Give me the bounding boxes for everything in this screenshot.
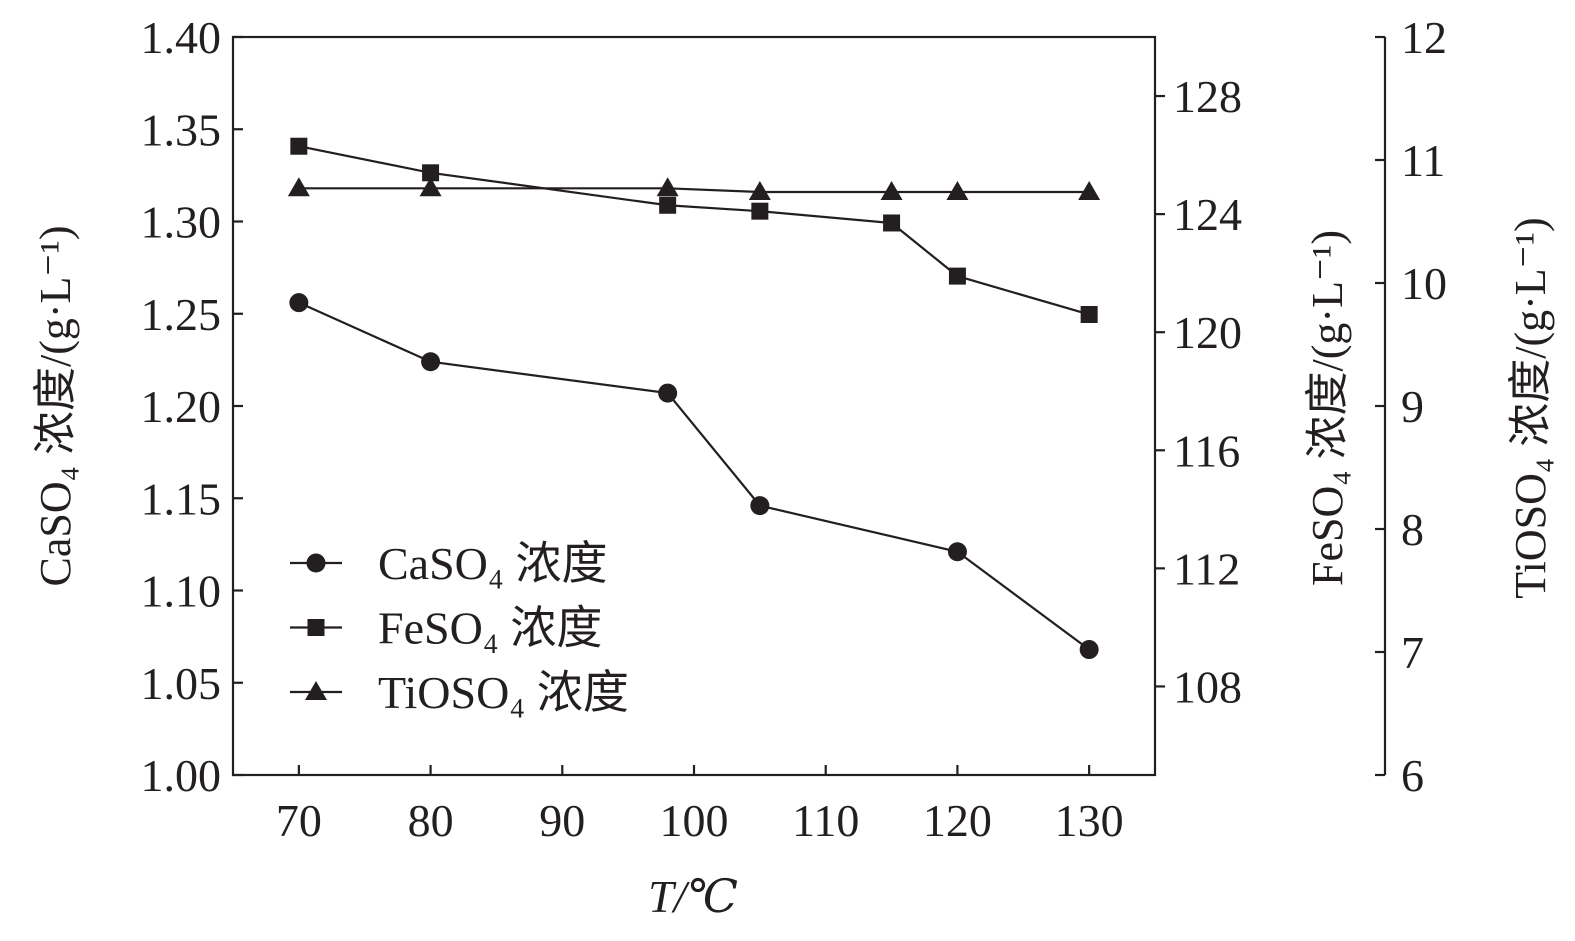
right2-tick-label: 6 [1401, 750, 1424, 801]
right2-tick-label: 9 [1401, 381, 1424, 432]
series-line [298, 187, 1090, 194]
left-tick-label: 1.35 [141, 104, 222, 155]
left-tick-label: 1.00 [141, 750, 222, 801]
series [287, 137, 1101, 660]
right2-tick-label: 12 [1401, 12, 1447, 63]
circle-marker [1079, 640, 1099, 660]
legend-label: TiOSO₄ 浓度 [378, 667, 629, 718]
left-tick-label: 1.15 [141, 473, 222, 524]
right2-tick-label: 11 [1401, 135, 1445, 186]
circle-marker [658, 383, 678, 403]
series-square [290, 137, 1098, 323]
square-marker [1080, 305, 1098, 323]
legend-label: CaSO₄ 浓度 [378, 538, 607, 589]
triangle-marker [656, 177, 679, 197]
right1-tick-label: 108 [1173, 661, 1242, 712]
triangle-marker [287, 177, 310, 197]
right2-tick-label: 10 [1401, 258, 1447, 309]
legend: CaSO₄ 浓度 FeSO₄ 浓度 TiOSO₄ 浓度 [290, 538, 629, 718]
left-tick-label: 1.25 [141, 289, 222, 340]
x-tick-label: 110 [792, 795, 859, 846]
x-tick-label: 130 [1055, 795, 1124, 846]
x-tick-label: 70 [276, 795, 322, 846]
series-circle [289, 293, 1099, 660]
triangle-marker [419, 177, 442, 197]
square-marker [307, 619, 325, 636]
x-tick-label: 90 [539, 795, 585, 846]
triangle-marker [305, 681, 327, 700]
triangle-marker [748, 180, 771, 200]
left-tick-label: 1.20 [141, 381, 222, 432]
right2-tick-label: 7 [1401, 627, 1424, 678]
circle-marker [750, 496, 770, 516]
axes: 70 80 90 100 110 120 130 1.00 1.05 1.10 1.15 1.20 1.… [31, 12, 1555, 922]
right1-tick-label: 116 [1173, 425, 1240, 476]
square-marker [290, 137, 308, 155]
circle-marker [421, 352, 441, 372]
right1-tick-label: 128 [1173, 71, 1242, 122]
plot-frame [231, 35, 1157, 777]
square-marker [883, 214, 901, 232]
right1-tick-label: 112 [1173, 543, 1240, 594]
x-tick-label: 100 [660, 795, 729, 846]
left-axis-label: CaSO₄ 浓度/(g·L⁻¹) [31, 226, 80, 587]
right1-axis-label: FeSO₄ 浓度/(g·L⁻¹) [1303, 230, 1352, 586]
right2-axis-label: TiOSO₄ 浓度/(g·L⁻¹) [1506, 217, 1555, 598]
x-tick-label: 80 [408, 795, 454, 846]
left-tick-label: 1.05 [141, 658, 222, 709]
left-tick-label: 1.10 [141, 566, 222, 617]
series-triangle [287, 177, 1101, 200]
square-marker [659, 196, 677, 214]
circle-marker [306, 553, 326, 573]
right1-tick-label: 120 [1173, 307, 1242, 358]
series-line [298, 145, 1090, 316]
left-tick-label: 1.40 [141, 12, 222, 63]
right1-tick-label: 124 [1173, 189, 1242, 240]
left-tick-label: 1.30 [141, 197, 222, 248]
square-marker [422, 164, 440, 182]
square-marker [751, 202, 769, 220]
circle-marker [289, 293, 309, 313]
x-tick-label: 120 [923, 795, 992, 846]
legend-label: FeSO₄ 浓度 [378, 603, 602, 654]
series-line [298, 301, 1090, 651]
circle-marker [947, 542, 967, 562]
triangle-marker [880, 180, 903, 200]
right2-tick-label: 8 [1401, 504, 1424, 555]
square-marker [948, 267, 966, 285]
x-axis-label: T/℃ [648, 871, 738, 922]
triangle-marker [946, 180, 969, 200]
triangle-marker [1078, 180, 1101, 200]
